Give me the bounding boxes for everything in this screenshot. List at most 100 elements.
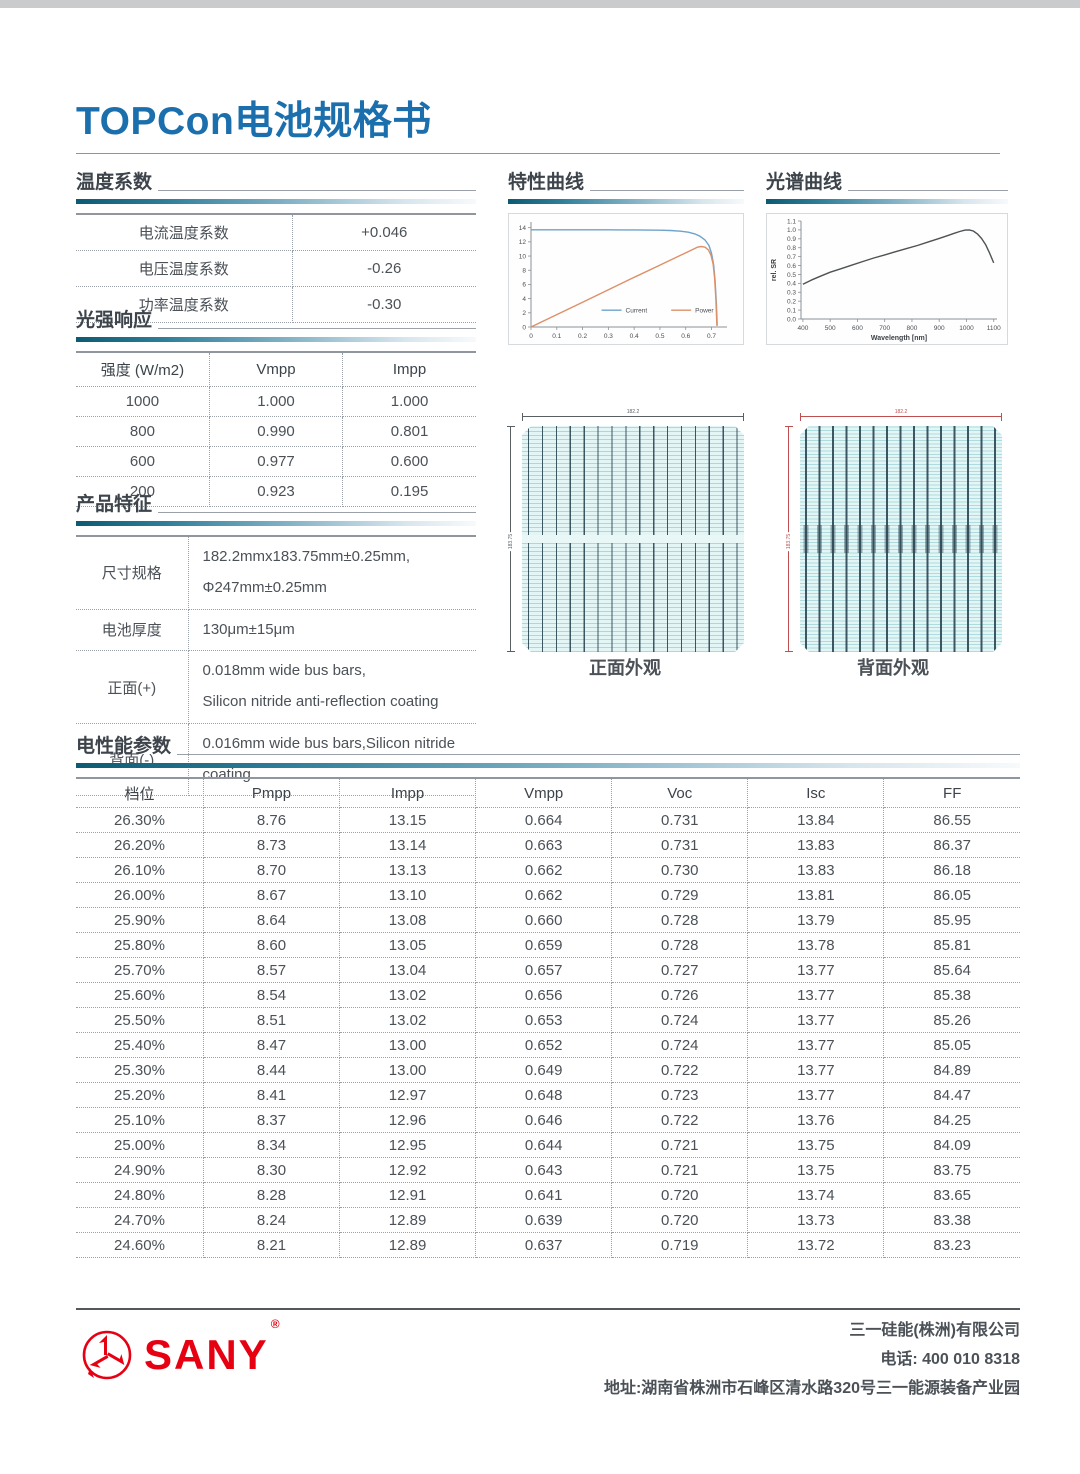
iv-curve-plot: 0 0.1 0.2 0.3 0.4 0.5 0.6 0.7 0 2 4 6 8 10 12 14 Current…: [519, 222, 727, 340]
svg-text:700: 700: [879, 325, 890, 332]
table-cell: 12.89: [339, 1232, 477, 1258]
svg-text:0.8: 0.8: [787, 245, 796, 252]
svg-text:0.7: 0.7: [787, 254, 796, 261]
table-cell: 13.04: [339, 957, 477, 983]
table-row: 800 0.990 0.801: [76, 416, 476, 447]
table-cell: 8.67: [203, 882, 341, 908]
table-cell: 13.00: [339, 1057, 477, 1083]
table-row: 26.00% 8.67 13.10 0.662 0.729 13.81 86.05: [76, 882, 1020, 908]
table-cell: 13.77: [747, 1057, 885, 1083]
table-cell: 0.639: [475, 1207, 613, 1233]
table-cell: 0.653: [475, 1007, 613, 1033]
table-cell: 尺寸规格: [76, 536, 189, 610]
cell-back-image: [800, 426, 1002, 652]
svg-text:0.1: 0.1: [787, 307, 796, 314]
cell-back-caption: 背面外观: [857, 658, 929, 678]
table-row: 24.60% 8.21 12.89 0.637 0.719 13.72 83.23: [76, 1232, 1020, 1258]
table-cell: 0.728: [611, 932, 749, 958]
table-cell: 0.195: [342, 476, 476, 507]
section-header-line: [158, 190, 476, 191]
section-accent-bar: [766, 199, 1008, 204]
svg-text:800: 800: [907, 325, 918, 332]
table-cell: 0.648: [475, 1082, 613, 1108]
table-cell: 0.721: [611, 1157, 749, 1183]
table-cell: 1000: [76, 386, 210, 417]
table-cell: 13.81: [747, 882, 885, 908]
table-cell: 1.000: [209, 386, 344, 417]
table-row: 电池厚度 130μm±15μm: [76, 609, 476, 652]
section-header: 电性能参数: [76, 731, 1020, 760]
cell-back-view: 182.2 183.75 背面外观: [776, 410, 1010, 682]
svg-text:1.0: 1.0: [787, 227, 796, 234]
svg-text:0.3: 0.3: [787, 290, 796, 297]
table-cell: 正面(+): [76, 650, 189, 724]
svg-text:400: 400: [797, 325, 808, 332]
table-cell: 8.30: [203, 1157, 341, 1183]
table-cell: 83.23: [883, 1232, 1020, 1258]
table-cell: 13.77: [747, 957, 885, 983]
table-row: 24.70% 8.24 12.89 0.639 0.720 13.73 83.38: [76, 1207, 1020, 1233]
table-cell: 8.73: [203, 832, 341, 858]
svg-text:0.2: 0.2: [787, 298, 796, 305]
svg-text:12: 12: [519, 239, 527, 246]
section-accent-bar: [76, 337, 476, 342]
section-header: 特性曲线: [508, 167, 744, 196]
table-cell: 8.47: [203, 1032, 341, 1058]
table-cell: -0.26: [292, 250, 476, 287]
table-cell: 83.38: [883, 1207, 1020, 1233]
column-header: 强度 (W/m2): [76, 352, 210, 387]
table-cell: 24.60%: [76, 1232, 204, 1258]
svg-text:0.5: 0.5: [655, 333, 664, 340]
table-cell: 0.643: [475, 1157, 613, 1183]
table-cell: 0.652: [475, 1032, 613, 1058]
table-cell: 0.662: [475, 882, 613, 908]
table-cell: 0.720: [611, 1207, 749, 1233]
table-cell: 12.92: [339, 1157, 477, 1183]
table-cell: 13.84: [747, 807, 885, 833]
table-cell: 13.78: [747, 932, 885, 958]
section-header: 光强响应: [76, 305, 476, 334]
table-cell: 0.727: [611, 957, 749, 983]
table-row: 25.60% 8.54 13.02 0.656 0.726 13.77 85.38: [76, 982, 1020, 1008]
table-row: 25.40% 8.47 13.00 0.652 0.724 13.77 85.05: [76, 1032, 1020, 1058]
table-cell: 13.77: [747, 982, 885, 1008]
back-height-dimension-label: 183.75: [786, 531, 793, 552]
section-header: 光谱曲线: [766, 167, 1008, 196]
table-cell: 200: [76, 476, 210, 507]
table-row: 25.50% 8.51 13.02 0.653 0.724 13.77 85.26: [76, 1007, 1020, 1033]
table-cell: 12.91: [339, 1182, 477, 1208]
table-cell: 8.76: [203, 807, 341, 833]
table-row: 正面(+) 0.018mm wide bus bars, Silicon nitr…: [76, 650, 476, 724]
table-row: 尺寸规格 182.2mmx183.75mm±0.25mm, Φ247mm±0.25…: [76, 536, 476, 610]
table-row: 25.80% 8.60 13.05 0.659 0.728 13.78 85.81: [76, 932, 1020, 958]
svg-text:8: 8: [522, 268, 526, 275]
front-height-dimension-label: 183.75: [508, 531, 515, 552]
table-cell: 84.89: [883, 1057, 1020, 1083]
back-width-dimension-line: 182.2: [800, 410, 1002, 421]
title-divider: [76, 153, 1000, 154]
svg-text:0: 0: [522, 324, 526, 331]
table-cell: 25.90%: [76, 907, 204, 933]
table-cell: 8.41: [203, 1082, 341, 1108]
irradiance-response-table: 强度 (W/m2) Vmpp Impp 1000 1.000 1.000 800 0.990 0…: [76, 351, 476, 507]
table-cell: -0.30: [292, 286, 476, 323]
table-cell: 0.724: [611, 1007, 749, 1033]
table-cell: 0.018mm wide bus bars, Silicon nitride a…: [188, 650, 476, 724]
table-cell: 800: [76, 416, 210, 447]
table-cell: 13.83: [747, 857, 885, 883]
table-cell: 电流温度系数: [76, 214, 293, 251]
section-header-line: [158, 328, 476, 329]
svg-text:14: 14: [519, 225, 527, 232]
table-cell: 86.18: [883, 857, 1020, 883]
table-cell: 0.801: [342, 416, 476, 447]
table-cell: 25.50%: [76, 1007, 204, 1033]
svg-text:0.7: 0.7: [707, 333, 716, 340]
section-header-line: [848, 190, 1008, 191]
svg-text:1.1: 1.1: [787, 218, 796, 225]
table-cell: 26.10%: [76, 857, 204, 883]
table-cell: 0.728: [611, 907, 749, 933]
table-cell: 86.55: [883, 807, 1020, 833]
svg-text:2: 2: [522, 310, 526, 317]
table-cell: 13.79: [747, 907, 885, 933]
table-cell: 85.05: [883, 1032, 1020, 1058]
